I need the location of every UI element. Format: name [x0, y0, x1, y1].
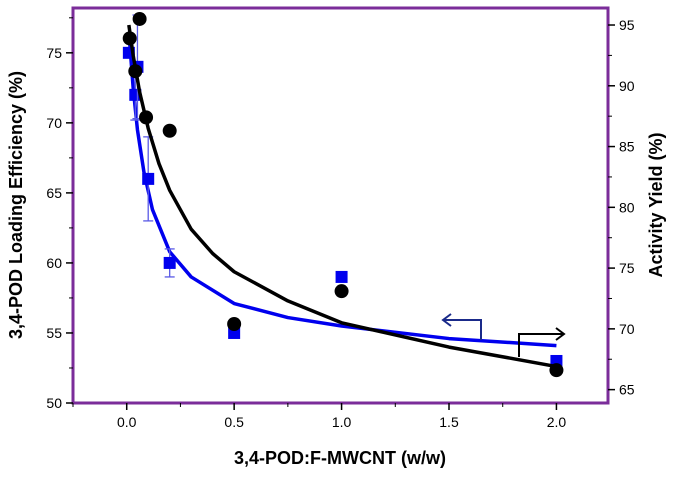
loading-fit-curve — [127, 31, 557, 348]
y2-tick-label: 90 — [619, 78, 635, 94]
y-tick-label: 70 — [46, 115, 62, 131]
y-tick-label: 75 — [46, 45, 62, 61]
y2-axis-label: Activity Yield (%) — [646, 132, 666, 277]
activity-data-point — [227, 317, 242, 331]
y-tick-label: 50 — [46, 395, 62, 411]
y2-tick-label: 75 — [619, 260, 635, 276]
y2-tick-label: 70 — [619, 321, 635, 337]
activity-data-point — [139, 110, 154, 125]
y-axis-label: 3,4-POD Loading Efficiency (%) — [6, 71, 26, 339]
activity-data-point — [122, 31, 137, 46]
y-tick-label: 55 — [46, 325, 62, 341]
right-axis-indicator-arrow — [518, 327, 566, 357]
x-tick-label: 2.0 — [547, 414, 567, 430]
y2-tick-label: 80 — [619, 199, 635, 215]
x-tick-label: 0.0 — [117, 414, 137, 430]
activity-data-point — [162, 123, 177, 138]
loading-data-point — [142, 172, 155, 185]
left-axis-indicator-arrow — [441, 313, 482, 340]
activity-data-point — [334, 284, 349, 299]
plot-frame — [71, 6, 610, 405]
activity-data-point — [549, 363, 564, 378]
y-tick-label: 60 — [46, 255, 62, 271]
y2-tick-label: 65 — [619, 382, 635, 398]
x-tick-label: 0.5 — [224, 414, 244, 430]
x-axis-label: 3,4-POD:F-MWCNT (w/w) — [234, 448, 446, 468]
y2-tick-label: 85 — [619, 139, 635, 155]
activity-data-point — [132, 11, 147, 26]
loading-data-point — [163, 256, 176, 269]
x-tick-label: 1.5 — [439, 414, 459, 430]
loading-data-point — [335, 270, 348, 283]
y2-tick-label: 95 — [619, 17, 635, 33]
activity-data-point — [128, 64, 143, 79]
y-tick-label: 65 — [46, 185, 62, 201]
x-tick-label: 1.0 — [332, 414, 352, 430]
activity-fit-curve — [127, 24, 557, 369]
